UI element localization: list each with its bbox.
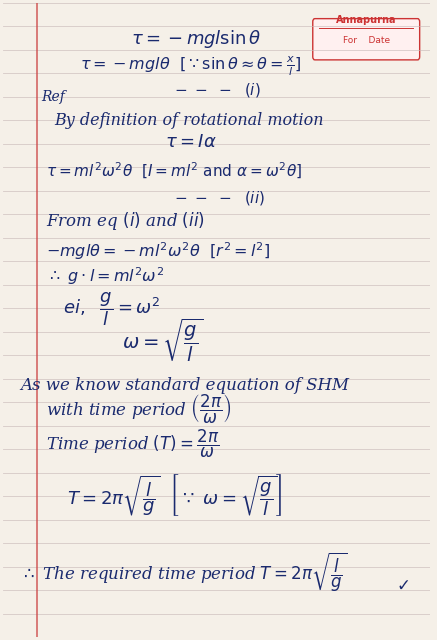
Text: $\omega = \sqrt{\dfrac{g}{l}}$: $\omega = \sqrt{\dfrac{g}{l}}$: [122, 316, 204, 364]
Text: $T = 2\pi\sqrt{\dfrac{l}{g}}\ \ \left[\because\ \omega = \sqrt{\dfrac{g}{l}}\rig: $T = 2\pi\sqrt{\dfrac{l}{g}}\ \ \left[\b…: [67, 472, 283, 518]
Text: As we know standard equation of SHM: As we know standard equation of SHM: [20, 377, 349, 394]
Text: $-mgl\theta = -ml^2\omega^2\theta\ \ [r^2 = l^2]$: $-mgl\theta = -ml^2\omega^2\theta\ \ [r^…: [45, 240, 270, 262]
Text: By definition of rotational motion: By definition of rotational motion: [54, 111, 323, 129]
Text: Ref: Ref: [41, 90, 65, 104]
Text: $\therefore$ The required time period $T = 2\pi\sqrt{\dfrac{l}{g}}$: $\therefore$ The required time period $T…: [20, 550, 347, 594]
Text: $\tau = -mgl\theta\ \ [\because \sin\theta \approx \theta = \frac{x}{l}]$: $\tau = -mgl\theta\ \ [\because \sin\the…: [80, 54, 302, 78]
Text: $- \ - \ - \ \ (i)$: $- \ - \ - \ \ (i)$: [174, 81, 260, 99]
Text: $- \ - \ - \ \ (ii)$: $- \ - \ - \ \ (ii)$: [174, 189, 265, 207]
Text: Time period $(T) = \dfrac{2\pi}{\omega}$: Time period $(T) = \dfrac{2\pi}{\omega}$: [45, 428, 219, 460]
Text: For    Date: For Date: [343, 36, 390, 45]
Text: $\tau = I\alpha$: $\tau = I\alpha$: [165, 133, 217, 152]
Text: with time period $\left(\dfrac{2\pi}{\omega}\right)$: with time period $\left(\dfrac{2\pi}{\om…: [45, 392, 231, 425]
Text: $\tau = ml^2\omega^2\theta\ \ [I = ml^2\ \mathrm{and}\ \alpha = \omega^2\theta]$: $\tau = ml^2\omega^2\theta\ \ [I = ml^2\…: [45, 161, 302, 182]
Text: $\tau = -mgl\sin\theta$: $\tau = -mgl\sin\theta$: [131, 28, 261, 50]
Text: From eq $(i)$ and $(ii)$: From eq $(i)$ and $(ii)$: [45, 210, 205, 232]
Text: Annapurna: Annapurna: [336, 15, 396, 25]
Text: $\therefore\ g \cdot l = ml^2\omega^2$: $\therefore\ g \cdot l = ml^2\omega^2$: [45, 265, 163, 287]
FancyBboxPatch shape: [313, 19, 420, 60]
Text: $\checkmark$: $\checkmark$: [396, 575, 409, 594]
Text: $ei,\ \ \dfrac{g}{l} = \omega^2$: $ei,\ \ \dfrac{g}{l} = \omega^2$: [62, 290, 160, 328]
